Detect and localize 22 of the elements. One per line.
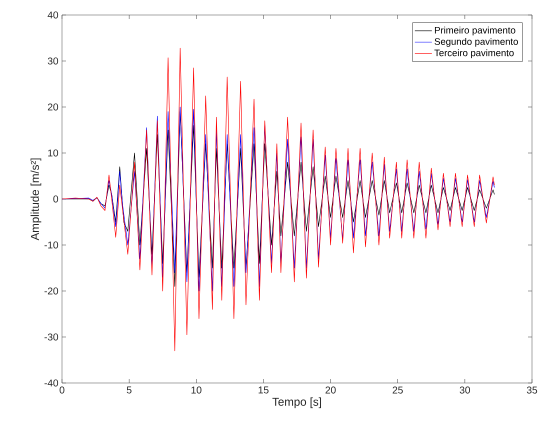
x-tick-label: 35 bbox=[526, 386, 538, 394]
x-tick-label: 30 bbox=[460, 386, 470, 394]
x-tick-label: 20 bbox=[326, 386, 336, 394]
legend-label: Segundo pavimento bbox=[434, 38, 518, 47]
legend-label: Primeiro pavimento bbox=[434, 26, 516, 36]
y-tick-label: 40 bbox=[48, 11, 58, 19]
y-axis-title: Amplitude [m/s²] bbox=[30, 158, 42, 240]
x-tick-label: 5 bbox=[126, 386, 132, 394]
x-tick-label: 15 bbox=[258, 386, 269, 394]
y-tick-label: 10 bbox=[48, 149, 58, 157]
x-tick-label: 10 bbox=[192, 386, 202, 394]
y-tick-label: -20 bbox=[44, 287, 58, 295]
y-tick-label: -10 bbox=[44, 241, 58, 249]
x-tick-label: 0 bbox=[60, 386, 64, 394]
legend-label: Terceiro pavimento bbox=[434, 49, 514, 58]
x-tick-label: 25 bbox=[392, 386, 403, 394]
y-tick-label: 30 bbox=[48, 57, 58, 65]
y-tick-label: 0 bbox=[53, 195, 58, 203]
x-axis-title: Tempo [s] bbox=[272, 397, 322, 408]
y-tick-label: -40 bbox=[44, 379, 58, 387]
y-tick-label: 20 bbox=[48, 103, 58, 111]
y-tick-label: -30 bbox=[44, 333, 58, 341]
